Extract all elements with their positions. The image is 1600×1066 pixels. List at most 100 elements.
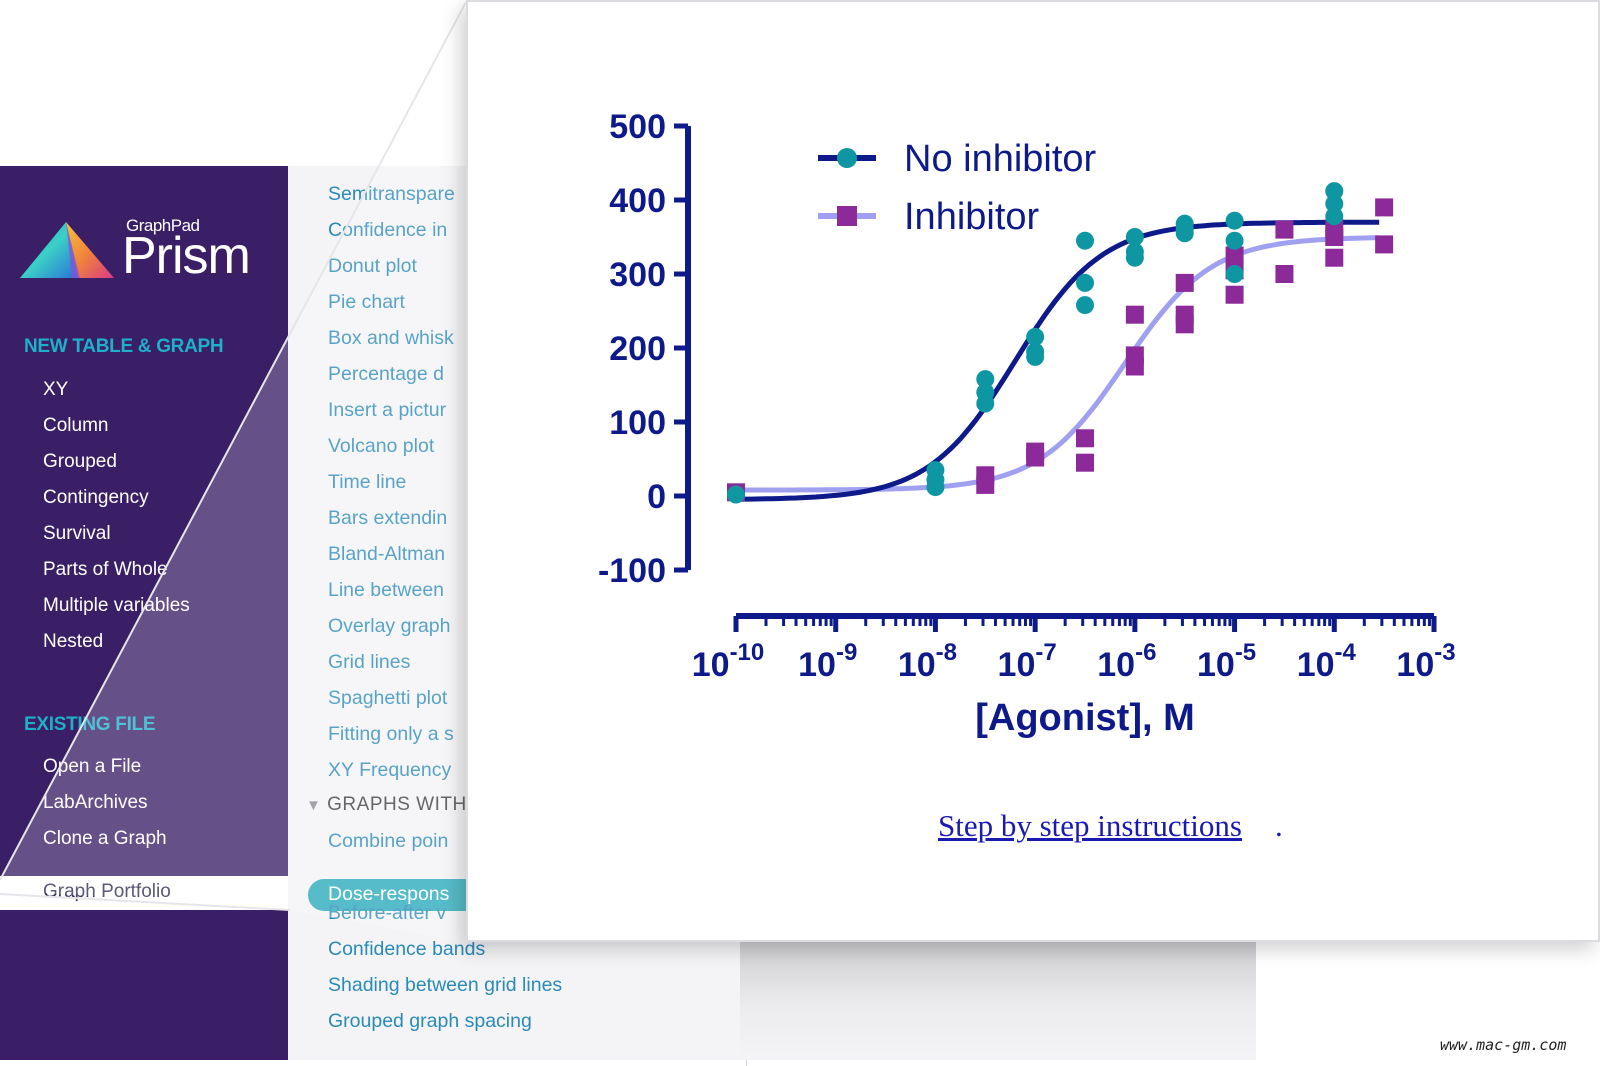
x-tick-label: 10-7 [998, 639, 1057, 684]
list-item-before-after[interactable]: Before-after v [328, 902, 447, 924]
x-axis-label: [Agonist], M [975, 697, 1195, 739]
x-tick-label: 10-8 [898, 639, 957, 684]
list-item[interactable]: Bland-Altman [328, 543, 446, 565]
data-point [1076, 231, 1094, 250]
sidebar-item-contingency[interactable]: Contingency [43, 487, 149, 508]
link-suffix: . [1275, 808, 1283, 843]
y-tick-label: -100 [598, 552, 666, 590]
data-point [1325, 228, 1344, 246]
list-item[interactable]: XY Frequency [328, 759, 452, 781]
data-point [1076, 429, 1094, 448]
data-point [976, 394, 995, 413]
sidebar-item-graph-portfolio[interactable]: Graph Portfolio [0, 876, 288, 910]
data-point [1125, 357, 1144, 376]
sidebar-item-parts-of-whole[interactable]: Parts of Whole [43, 559, 168, 580]
list-item-label: Dose-respons [328, 883, 450, 905]
x-tick-label: 10-6 [1097, 639, 1156, 684]
list-item[interactable]: Percentage d [328, 363, 445, 385]
list-item-grouped-spacing[interactable]: Grouped graph spacing [328, 1010, 532, 1032]
list-item[interactable]: Confidence in [328, 219, 448, 241]
data-point [1225, 211, 1244, 230]
existing-file-heading: EXISTING FILE [24, 714, 156, 735]
data-point [1026, 327, 1045, 346]
data-point [1076, 453, 1094, 472]
sidebar-item-survival[interactable]: Survival [43, 523, 111, 544]
data-point [1325, 182, 1344, 201]
data-point [1125, 228, 1144, 246]
data-point [1125, 305, 1144, 324]
graphs-with-group[interactable]: ▼ GRAPHS WITH [306, 794, 467, 816]
sidebar-item-grouped[interactable]: Grouped [43, 451, 117, 472]
group-label: GRAPHS WITH [327, 794, 467, 815]
watermark: www.mac-gm.com [1440, 1036, 1567, 1054]
new-table-heading: NEW TABLE & GRAPH [24, 336, 224, 357]
list-item[interactable]: Semitranspare [328, 183, 455, 205]
data-point [1225, 231, 1244, 250]
sidebar-item-xy[interactable]: XY [43, 379, 69, 400]
fit-curve [735, 219, 1380, 502]
data-point [976, 370, 995, 389]
sidebar-item-open-file[interactable]: Open a File [43, 756, 142, 777]
y-tick-label: 500 [609, 108, 666, 146]
data-point [1076, 273, 1094, 292]
x-tick-label: 10-3 [1396, 639, 1455, 684]
data-point [1076, 296, 1094, 315]
y-tick-label: 200 [609, 330, 666, 368]
list-item[interactable]: Pie chart [328, 291, 405, 313]
data-point [1375, 198, 1394, 217]
data-point [1275, 265, 1294, 283]
data-point [926, 478, 945, 497]
legend-label: No inhibitor [904, 138, 1097, 180]
data-point [1026, 448, 1045, 467]
data-point [1026, 347, 1045, 366]
callout-preview: -100 0 100 200 300 400 500 10-10 10-9 10-8 10-7 10-… [466, 0, 1600, 942]
data-point [1175, 315, 1194, 334]
list-item[interactable]: Spaghetti plot [328, 687, 448, 709]
x-tick-label: 10-5 [1197, 639, 1256, 684]
list-item[interactable]: Donut plot [328, 255, 417, 277]
list-item-combine[interactable]: Combine poin [328, 830, 449, 852]
sidebar-item-column[interactable]: Column [43, 415, 109, 436]
y-tick-label: 0 [647, 478, 666, 516]
list-item[interactable]: Fitting only a s [328, 723, 454, 745]
list-item[interactable]: Insert a pictur [328, 399, 447, 421]
step-by-step-link[interactable]: Step by step instructions [938, 808, 1242, 843]
legend-label: Inhibitor [904, 196, 1040, 238]
sidebar-item-nested[interactable]: Nested [43, 631, 104, 652]
list-item[interactable]: Time line [328, 471, 407, 493]
data-point [1275, 220, 1294, 239]
panel-shadow [740, 928, 1256, 1060]
data-point [1125, 248, 1144, 267]
sidebar-item-multiple-variables[interactable]: Multiple variables [43, 595, 190, 616]
list-item[interactable]: Grid lines [328, 651, 411, 673]
data-point [1325, 194, 1344, 213]
list-item[interactable]: Overlay graph [328, 615, 451, 637]
legend-marker [837, 206, 857, 226]
data-point [1325, 248, 1344, 267]
sidebar-item-label: Graph Portfolio [43, 881, 171, 902]
x-tick-label: 10-9 [798, 639, 857, 684]
data-point [1225, 246, 1244, 265]
list-item-confidence-bands[interactable]: Confidence bands [328, 938, 486, 960]
brand-prism: Prism [122, 227, 251, 285]
list-item[interactable]: Box and whisk [328, 327, 454, 349]
list-item-shading-grid-lines[interactable]: Shading between grid lines [328, 974, 563, 996]
data-point [1375, 235, 1394, 254]
x-tick-label: 10-4 [1297, 639, 1357, 684]
list-item[interactable]: Volcano plot [328, 435, 435, 457]
y-tick-label: 100 [609, 404, 666, 442]
data-point [1225, 285, 1244, 304]
data-point [727, 485, 745, 504]
disclosure-triangle-icon[interactable]: ▼ [306, 797, 322, 814]
x-tick-label: 10-10 [692, 639, 765, 684]
data-point [1175, 224, 1194, 243]
data-point [1325, 207, 1344, 226]
legend-marker [837, 148, 857, 168]
data-point [976, 475, 995, 494]
sidebar-item-clone-graph[interactable]: Clone a Graph [43, 828, 167, 849]
list-item[interactable]: Line between [328, 579, 445, 601]
sidebar-item-labarchives[interactable]: LabArchives [43, 792, 148, 813]
prism-logo: GraphPad Prism [18, 216, 288, 286]
dose-response-chart: -100 0 100 200 300 400 500 10-10 10-9 10-8 10-7 10-… [598, 108, 1456, 739]
list-item[interactable]: Bars extendin [328, 507, 448, 529]
